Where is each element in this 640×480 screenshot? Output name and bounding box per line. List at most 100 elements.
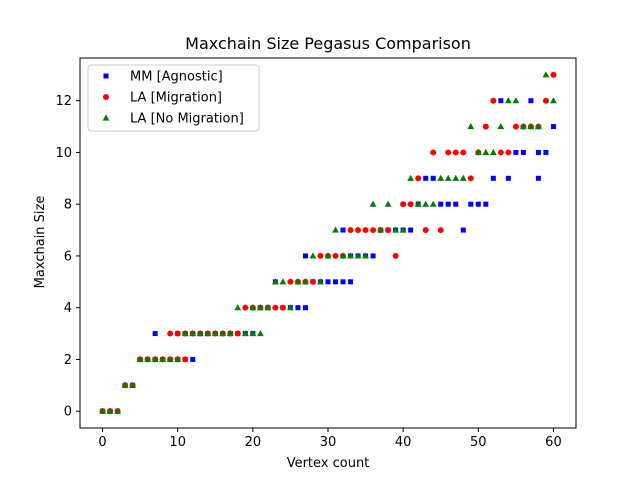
x-tick-label: 10 [169, 435, 186, 450]
data-point [542, 97, 549, 104]
data-point [467, 175, 474, 182]
data-point [287, 278, 294, 285]
data-point [528, 98, 534, 104]
data-point [445, 201, 451, 207]
data-point [490, 175, 496, 181]
data-point [467, 122, 475, 130]
y-tick-label: 10 [55, 146, 72, 161]
data-point [144, 355, 152, 363]
data-point [190, 356, 196, 362]
data-point [355, 227, 362, 234]
data-point [550, 124, 556, 130]
data-point [309, 278, 316, 285]
data-point [182, 356, 189, 363]
y-tick-label: 2 [64, 353, 72, 368]
data-point [527, 122, 535, 130]
data-point [152, 331, 158, 337]
data-point [505, 175, 511, 181]
data-point [520, 149, 526, 155]
y-tick-label: 4 [64, 301, 72, 316]
data-point [234, 330, 241, 337]
data-point [325, 279, 331, 285]
data-point [302, 253, 308, 259]
data-point [211, 329, 219, 337]
data-point [167, 330, 174, 337]
data-point [339, 252, 347, 259]
data-point [482, 148, 490, 156]
data-point [241, 329, 249, 337]
data-point [362, 252, 369, 259]
data-point [519, 122, 527, 130]
data-point [204, 329, 212, 337]
data-point [550, 71, 557, 78]
x-axis-ticks: 0 10 20 30 40 50 60 [98, 428, 562, 450]
data-point [347, 252, 354, 259]
data-point [99, 407, 106, 414]
data-point [324, 252, 332, 259]
data-point [400, 201, 407, 208]
data-point [550, 97, 557, 104]
y-axis-label: Maxchain Size [33, 196, 48, 289]
legend-marker [102, 114, 110, 121]
data-point [279, 278, 287, 285]
data-point [333, 279, 339, 285]
data-point [438, 201, 444, 207]
data-point [354, 252, 362, 259]
data-point [460, 227, 466, 233]
data-point [460, 149, 467, 156]
y-axis-ticks: 0 2 4 6 8 10 12 [55, 94, 80, 420]
data-point [483, 201, 489, 207]
data-point [504, 97, 512, 104]
data-point [189, 329, 197, 337]
x-tick-label: 50 [470, 435, 487, 450]
data-point [219, 329, 227, 337]
data-point [408, 227, 414, 233]
data-point [429, 200, 437, 207]
data-point [279, 304, 286, 311]
x-tick-label: 40 [395, 435, 412, 450]
data-point [287, 304, 294, 311]
data-point [151, 355, 159, 363]
data-point [513, 149, 519, 155]
data-point [234, 304, 242, 311]
data-point [489, 148, 497, 156]
data-point [181, 329, 189, 337]
data-point [114, 407, 121, 414]
y-tick-label: 6 [64, 249, 72, 264]
data-point [317, 252, 324, 259]
x-tick-label: 30 [320, 435, 337, 450]
data-point [369, 200, 377, 207]
data-point [415, 175, 422, 182]
legend-label: MM [Agnostic] [130, 70, 223, 85]
data-point [535, 175, 541, 181]
data-point [106, 407, 114, 414]
data-point [302, 305, 308, 311]
data-point [535, 122, 542, 130]
data-point [317, 278, 324, 285]
chart-title: Maxchain Size Pegasus Comparison [185, 34, 471, 53]
x-axis-label: Vertex count [287, 456, 370, 471]
x-tick-label: 60 [545, 435, 562, 450]
data-point [497, 122, 505, 130]
legend-marker [103, 94, 109, 100]
data-point [362, 227, 369, 234]
data-point [543, 149, 549, 155]
data-point [370, 253, 376, 259]
data-point [302, 278, 309, 285]
data-point [332, 226, 339, 233]
data-point [256, 304, 264, 311]
data-point [174, 330, 181, 337]
data-point [474, 148, 482, 156]
data-point [121, 381, 129, 388]
data-point [430, 149, 437, 156]
data-point [166, 355, 174, 363]
x-tick-label: 0 [98, 435, 106, 450]
y-tick-label: 0 [64, 405, 72, 420]
plot-area [79, 57, 577, 429]
data-point [422, 200, 430, 207]
x-tick-label: 20 [245, 435, 262, 450]
data-point [295, 305, 301, 311]
data-point [249, 329, 257, 337]
data-point [459, 174, 467, 181]
data-point [437, 174, 445, 181]
